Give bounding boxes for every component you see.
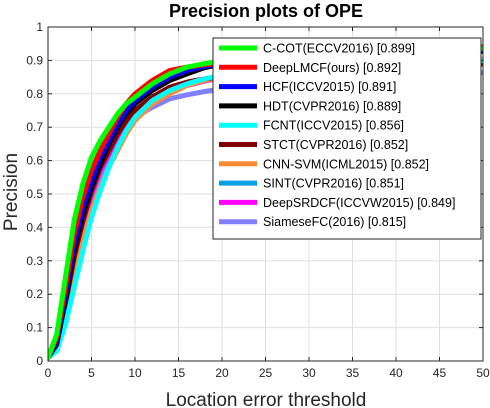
y-tick-label: 0.8 [26,87,43,101]
y-tick-label: 0.3 [26,254,43,268]
y-tick-label: 0.5 [26,187,43,201]
x-tick-labels: 0 5 10 15 20 25 30 35 40 45 50 [45,366,490,380]
legend-label: HCF(ICCV2015) [0.891] [263,80,396,94]
legend-label: HDT(CVPR2016) [0.889] [263,99,401,113]
x-tick-label: 25 [259,366,273,380]
y-tick-label: 0.2 [26,287,43,301]
legend-label: DeepLMCF(ours) [0.892] [263,61,401,75]
legend-label: FCNT(ICCV2015) [0.856] [263,119,404,133]
y-tick-label: 0.9 [26,53,43,67]
legend-item: C-COT(ECCV2016) [0.899] [219,42,415,56]
y-tick-label: 0 [36,354,43,368]
legend-item: HCF(ICCV2015) [0.891] [219,80,396,94]
legend-label: C-COT(ECCV2016) [0.899] [263,42,415,56]
legend-label: DeepSRDCF(ICCVW2015) [0.849] [263,196,455,210]
legend-item: CNN-SVM(ICML2015) [0.852] [219,157,429,171]
x-tick-label: 40 [389,366,403,380]
legend-item: SINT(CVPR2016) [0.851] [219,177,404,191]
legend-item: HDT(CVPR2016) [0.889] [219,99,401,113]
y-tick-label: 0.7 [26,120,43,134]
x-tick-label: 20 [215,366,229,380]
legend-label: SINT(CVPR2016) [0.851] [263,177,404,191]
x-tick-label: 0 [45,366,52,380]
x-tick-label: 15 [172,366,186,380]
chart-title: Precision plots of OPE [169,1,363,21]
y-tick-label: 0.6 [26,154,43,168]
y-tick-labels: 0 0.1 0.2 0.3 0.4 0.5 0.6 0.7 0.8 0.9 1 [26,20,43,368]
legend-item: SiameseFC(2016) [0.815] [219,215,406,229]
legend-label: STCT(CVPR2016) [0.852] [263,138,408,152]
x-tick-label: 35 [346,366,360,380]
legend-item: DeepLMCF(ours) [0.892] [219,61,401,75]
y-tick-label: 1 [36,20,43,34]
legend-label: SiameseFC(2016) [0.815] [263,215,406,229]
x-tick-label: 45 [433,366,447,380]
legend-item: DeepSRDCF(ICCVW2015) [0.849] [219,196,455,210]
legend-item: FCNT(ICCV2015) [0.856] [219,119,404,133]
x-tick-label: 50 [476,366,490,380]
x-tick-label: 5 [88,366,95,380]
legend-box [212,37,482,240]
legend-label: CNN-SVM(ICML2015) [0.852] [263,157,429,171]
y-tick-label: 0.4 [26,220,43,234]
legend: C-COT(ECCV2016) [0.899] DeepLMCF(ours) [0… [212,37,482,240]
y-axis-label: Precision [1,153,22,231]
x-tick-label: 10 [128,366,142,380]
legend-item: STCT(CVPR2016) [0.852] [219,138,408,152]
x-axis-label: Location error threshold [166,390,367,408]
y-tick-label: 0.1 [26,321,43,335]
x-tick-label: 30 [302,366,316,380]
